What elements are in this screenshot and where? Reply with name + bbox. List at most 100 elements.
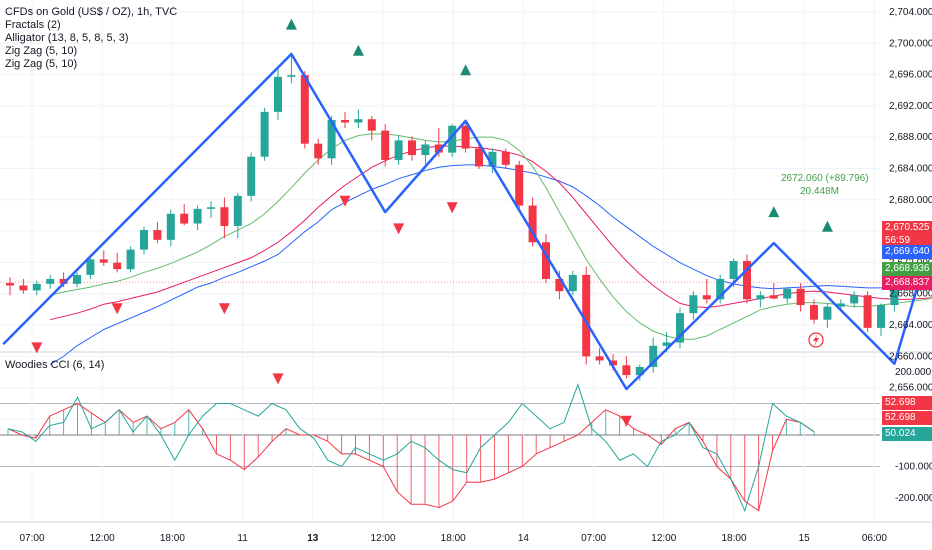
candle-body — [542, 242, 550, 279]
price-tick-label: 2,664.000 — [889, 320, 932, 331]
candle-body — [501, 151, 510, 165]
time-tick-label: 07:00 — [581, 533, 606, 544]
candle-body — [769, 295, 778, 299]
cci-series — [7, 383, 815, 513]
main-legend: CFDs on Gold (US$ / OZ), 1h, TVC Fractal… — [5, 6, 177, 71]
candle-body — [461, 125, 470, 149]
fractal-down-marker — [393, 223, 405, 235]
candle-body — [6, 283, 14, 286]
fractal-down-marker — [111, 303, 123, 315]
candle-body — [367, 119, 376, 131]
candle-body — [421, 144, 430, 156]
fractal-up-marker — [768, 206, 780, 218]
candle-body — [32, 283, 41, 291]
candle-body — [756, 295, 765, 300]
candle-body — [274, 76, 282, 112]
candle-body — [877, 305, 885, 328]
fractal-up-marker — [285, 18, 297, 30]
pivot-label-price: 2672.060 (+89.796) — [781, 173, 869, 184]
fractal-up-marker — [460, 64, 472, 76]
candle-body — [86, 259, 95, 275]
candle-body — [73, 274, 81, 284]
candle-body — [126, 249, 135, 270]
candle-body — [300, 75, 309, 144]
time-tick-label: 18:00 — [441, 533, 466, 544]
fractal-down-marker — [446, 202, 458, 214]
candle-body — [582, 274, 591, 357]
candle-body — [180, 213, 189, 224]
fractal-down-marker — [339, 195, 351, 207]
cci-label-c: 50.024 — [882, 427, 932, 441]
legend-symbol[interactable]: CFDs on Gold (US$ / OZ), 1h, TVC — [5, 6, 178, 18]
candle-body — [354, 119, 363, 123]
candle-body — [394, 140, 403, 160]
candle-body — [689, 295, 698, 314]
candle-body — [702, 295, 711, 300]
time-tick-label: 14 — [518, 533, 530, 544]
cci-tick-label: 200.000 — [895, 367, 932, 378]
price-tick-label: 2,680.000 — [889, 195, 932, 206]
candle-body — [515, 164, 524, 206]
candle-body — [193, 208, 202, 224]
candle-body — [475, 148, 483, 167]
candle-body — [434, 144, 443, 153]
candle-body — [287, 75, 296, 77]
candle-body — [635, 366, 644, 376]
candle-body — [676, 313, 684, 343]
time-tick-label: 12:00 — [90, 533, 115, 544]
candle-body — [46, 278, 55, 284]
candle-body — [863, 295, 872, 328]
time-tick-label: 07:00 — [19, 533, 44, 544]
cci-tick-label: -100.000 — [895, 462, 932, 473]
candle-body — [166, 213, 175, 240]
candle-body — [662, 342, 671, 346]
candle-body — [341, 120, 349, 123]
time-tick-label: 12:00 — [651, 533, 676, 544]
teeth-price-label: 2,668.837 — [882, 276, 932, 290]
candle-body — [850, 295, 859, 304]
lips-price-label: 2,668.936 — [882, 262, 932, 276]
price-tick-label: 2,704.000 — [889, 7, 932, 18]
grid-lines — [0, 0, 932, 523]
cci-main-line — [7, 383, 815, 513]
legend-zigzag-2[interactable]: Zig Zag (5, 10) — [5, 58, 78, 70]
legend-cci[interactable]: Woodies CCI (6, 14) — [5, 359, 105, 371]
cci-label-a: 52.698 — [882, 396, 932, 410]
candle-body — [220, 207, 229, 226]
time-tick-label: 12:00 — [370, 533, 395, 544]
alligator-jaw-line — [49, 164, 932, 365]
candle-body — [716, 278, 725, 300]
price-tick-label: 2,692.000 — [889, 101, 932, 112]
price-tick-label: 2,688.000 — [889, 132, 932, 143]
legend-zigzag-1[interactable]: Zig Zag (5, 10) — [5, 45, 78, 57]
candle-body — [609, 360, 617, 366]
fractal-down-marker — [272, 373, 284, 385]
candle-body — [488, 151, 497, 167]
alert-icon[interactable] — [808, 332, 824, 348]
candle-body — [408, 140, 416, 156]
jaw-price-label: 2,669.640 — [882, 245, 932, 259]
cci-tick-label: -200.000 — [895, 493, 932, 504]
price-tick-label: 2,696.000 — [889, 70, 932, 81]
time-tick-label: 06:00 — [862, 533, 887, 544]
cci-label-b: 52.698 — [882, 411, 932, 425]
candle-body — [555, 278, 564, 292]
candle-body — [247, 156, 256, 196]
legend-alligator[interactable]: Alligator (13, 8, 5, 8, 5, 3) — [5, 32, 129, 44]
candle-body — [448, 125, 457, 153]
time-tick-label: 18:00 — [160, 533, 185, 544]
candle-body — [260, 111, 269, 157]
price-tick-label: 2,656.000 — [889, 383, 932, 394]
candle-body — [836, 303, 845, 307]
candle-body — [59, 278, 68, 284]
countdown-label: 56:59 — [882, 234, 932, 248]
candle-body — [783, 288, 792, 299]
fractal-up-marker — [352, 44, 364, 56]
candle-body — [381, 130, 390, 160]
legend-fractals[interactable]: Fractals (2) — [5, 19, 61, 31]
candle-body — [153, 230, 162, 240]
candle-body — [796, 288, 805, 306]
price-tick-label: 2,700.000 — [889, 38, 932, 49]
